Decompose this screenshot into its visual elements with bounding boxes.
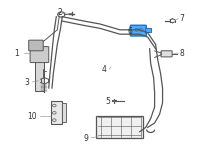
- Text: 7: 7: [179, 14, 184, 23]
- FancyBboxPatch shape: [29, 40, 43, 51]
- Text: 1: 1: [14, 49, 19, 58]
- Text: 4: 4: [102, 65, 106, 74]
- Bar: [145, 28, 151, 32]
- Bar: [62, 103, 66, 122]
- Text: 5: 5: [106, 97, 110, 106]
- FancyBboxPatch shape: [130, 25, 146, 36]
- Text: 10: 10: [28, 112, 37, 121]
- Bar: [35, 59, 44, 91]
- Text: 8: 8: [179, 49, 184, 58]
- Bar: [51, 101, 62, 124]
- FancyBboxPatch shape: [30, 47, 49, 63]
- Text: 9: 9: [84, 134, 89, 143]
- FancyBboxPatch shape: [161, 51, 172, 57]
- Bar: [96, 116, 143, 138]
- Text: 6: 6: [127, 27, 132, 36]
- Text: 2: 2: [58, 8, 63, 17]
- Text: 3: 3: [24, 78, 29, 87]
